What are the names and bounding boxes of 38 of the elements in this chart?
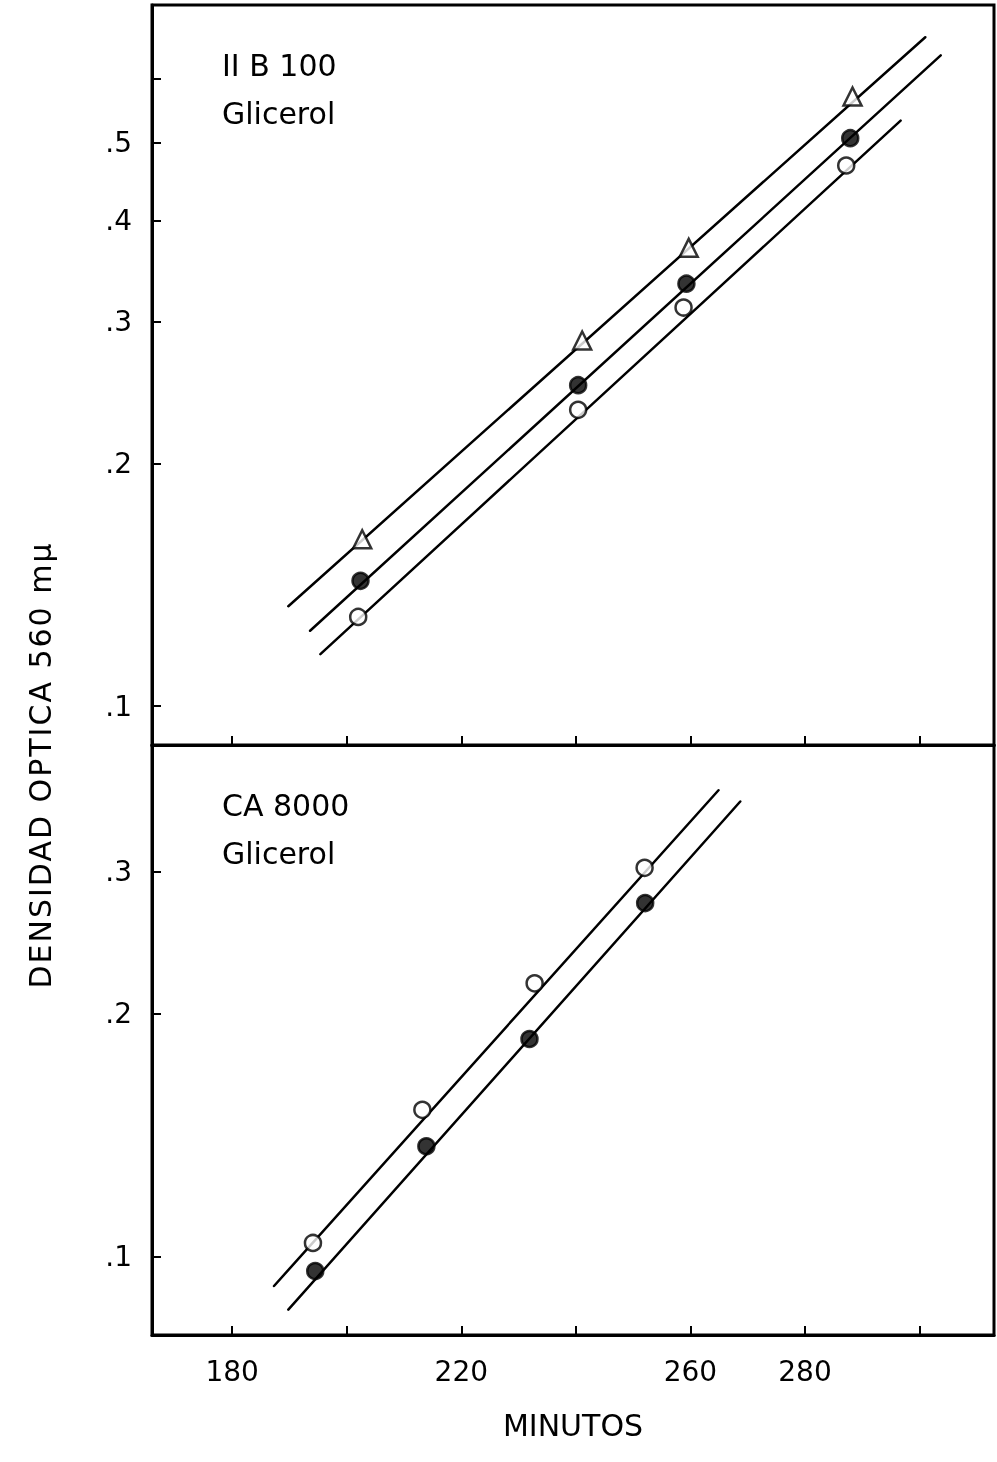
annotation: Glicerol	[222, 95, 336, 131]
point	[520, 1029, 539, 1049]
point	[677, 274, 696, 293]
x-tick-label: 280	[778, 1354, 832, 1388]
y-tick-label: .3	[105, 854, 132, 888]
point	[571, 330, 593, 351]
point	[303, 1233, 323, 1253]
y-tick-label: .2	[105, 446, 132, 480]
y-tick-label: .1	[105, 1240, 132, 1274]
x-axis-title: MINUTOS	[502, 1407, 644, 1443]
point	[568, 400, 588, 420]
point	[635, 893, 655, 913]
point	[351, 571, 370, 591]
y-axis-title: DENSIDAD OPTICA 560 mμ	[22, 541, 58, 989]
point	[351, 529, 373, 550]
x-tick-label: 260	[663, 1354, 718, 1388]
y-tick-label: .5	[105, 125, 132, 159]
y-tick-label: .1	[105, 689, 132, 723]
point	[413, 1100, 432, 1120]
x-tick-label: 220	[434, 1354, 489, 1388]
annotation: II B 100	[222, 47, 337, 83]
point	[568, 375, 588, 395]
annotation: CA 8000	[222, 787, 350, 823]
point	[678, 237, 699, 259]
point	[348, 607, 368, 627]
point	[841, 128, 860, 148]
y-tick-label: .2	[105, 997, 132, 1031]
annotation: Glicerol	[222, 835, 336, 871]
y-tick-label: .3	[105, 304, 132, 338]
point	[674, 298, 693, 317]
point	[635, 858, 654, 878]
point	[836, 156, 856, 175]
x-tick-label: 180	[205, 1354, 259, 1388]
point	[417, 1137, 436, 1156]
point	[306, 1261, 325, 1281]
point	[842, 86, 863, 107]
y-tick-label: .4	[105, 204, 132, 238]
point	[525, 974, 544, 993]
